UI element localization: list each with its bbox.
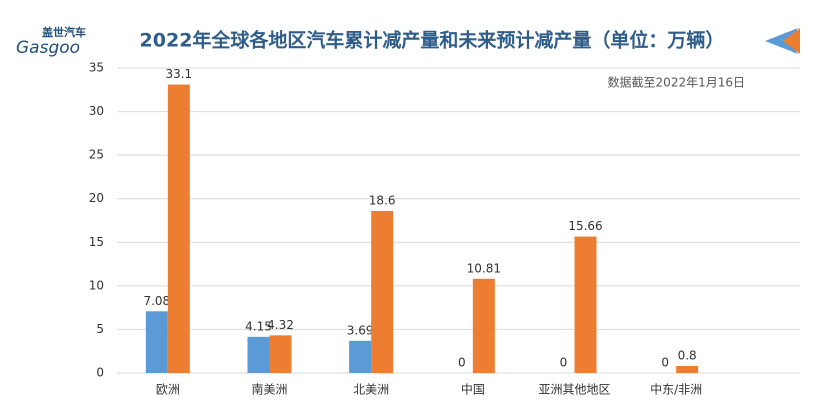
bar (145, 311, 168, 373)
x-tick-label: 中东/非洲 (650, 382, 702, 397)
bar (574, 236, 597, 373)
bar (167, 84, 190, 374)
bar (676, 366, 699, 373)
x-tick-label: 亚洲其他地区 (538, 383, 610, 397)
value-label: 7.08 (143, 294, 170, 308)
value-label: 18.6 (369, 193, 396, 207)
logo: 盖世汽车 Gasgoo (16, 25, 86, 58)
bar (472, 278, 495, 373)
value-label: 33.1 (165, 67, 192, 81)
y-tick-label: 35 (89, 61, 104, 75)
annotation: 数据截至2022年1月16日 (608, 75, 745, 90)
y-tick-label: 30 (89, 104, 104, 118)
logo-brand: Gasgoo (16, 38, 80, 58)
decor-arrow (765, 28, 800, 54)
x-tick-label: 北美洲 (353, 383, 389, 397)
chart-title: 2022年全球各地区汽车累计减产量和未来预计减产量（单位：万辆） (140, 29, 725, 52)
value-label: 3.69 (347, 323, 374, 337)
x-tick-label: 中国 (461, 382, 485, 397)
y-tick-label: 15 (89, 235, 104, 249)
value-label: 15.66 (568, 219, 602, 233)
y-tick-label: 25 (89, 148, 104, 162)
value-label: 0 (458, 356, 466, 370)
x-tick-label: 南美洲 (251, 382, 287, 397)
bar (269, 335, 292, 373)
y-tick-label: 5 (96, 322, 104, 336)
bar (349, 340, 372, 373)
value-label: 4.15 (245, 319, 272, 333)
value-label: 10.81 (467, 261, 501, 275)
value-label: 0 (560, 356, 568, 370)
value-label: 0.8 (678, 349, 697, 363)
y-tick-label: 20 (89, 191, 104, 205)
bar (371, 210, 394, 373)
y-tick-label: 0 (96, 366, 104, 380)
bar (247, 336, 270, 373)
logo-name: 盖世汽车 (42, 25, 86, 39)
value-label: 0 (661, 356, 669, 370)
y-tick-label: 10 (89, 278, 104, 292)
x-tick-label: 欧洲 (156, 383, 180, 397)
value-label: 4.32 (267, 318, 294, 332)
